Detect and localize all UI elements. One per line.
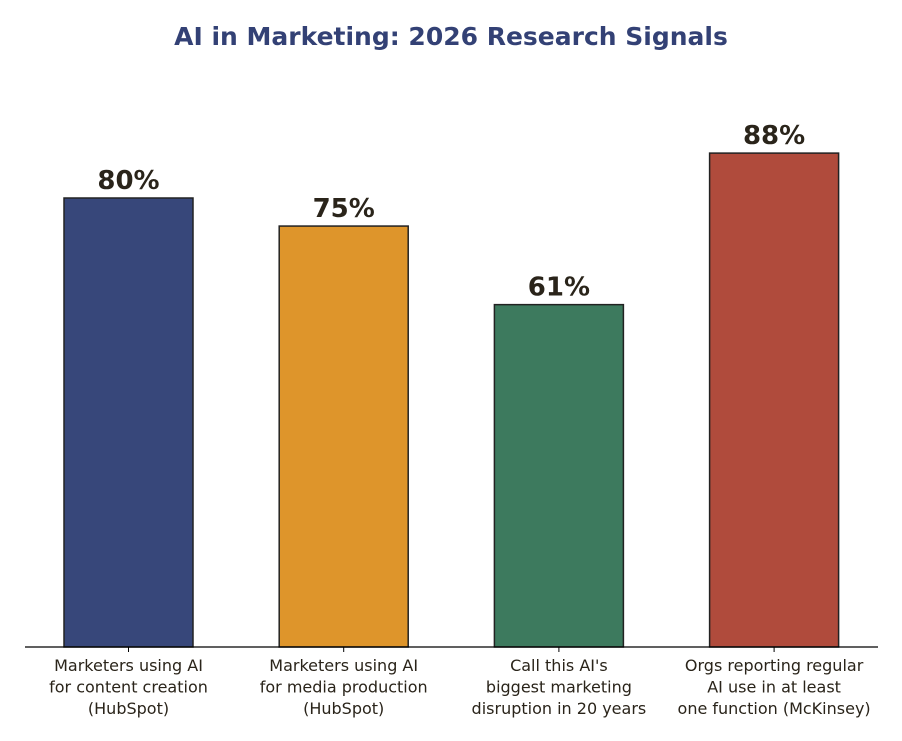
x-tick-label-line: disruption in 20 years [472, 699, 647, 718]
x-tick-label-line: (HubSpot) [88, 699, 169, 718]
bar-3 [493, 303, 625, 648]
bar-2 [278, 225, 409, 648]
x-tick-label-1: Marketers using AI for content creation (H… [49, 656, 208, 718]
x-tick-label-line: for media production [260, 678, 428, 697]
labels-layer: 80% Marketers using AI for content creatio… [49, 121, 871, 718]
x-tick-label-line: (HubSpot) [303, 699, 384, 718]
x-tick-label-line: Orgs reporting regular [685, 656, 864, 675]
bar-4 [708, 152, 840, 648]
x-tick-label-line: one function (McKinsey) [678, 699, 871, 718]
x-tick-label-line: for content creation [49, 678, 208, 697]
x-tick-label-line: Marketers using AI [54, 656, 203, 675]
chart-title: AI in Marketing: 2026 Research Signals [174, 22, 728, 51]
x-tick-label-line: Marketers using AI [269, 656, 418, 675]
value-label-1: 80% [97, 166, 159, 196]
x-tick-label-4: Orgs reporting regular AI use in at least… [678, 656, 871, 718]
x-tick-label-3: Call this AI's biggest marketing disruptio… [472, 656, 647, 718]
x-tick-label-line: Call this AI's [510, 656, 608, 675]
bar-1 [63, 197, 194, 648]
x-tick-label-line: biggest marketing [486, 678, 632, 697]
x-tick-label-2: Marketers using AI for media production (H… [260, 656, 428, 718]
x-tick-label-line: AI use in at least [707, 678, 841, 697]
value-label-4: 88% [743, 121, 805, 151]
bars-layer [63, 152, 840, 648]
value-label-3: 61% [528, 273, 590, 303]
value-label-2: 75% [313, 194, 375, 224]
